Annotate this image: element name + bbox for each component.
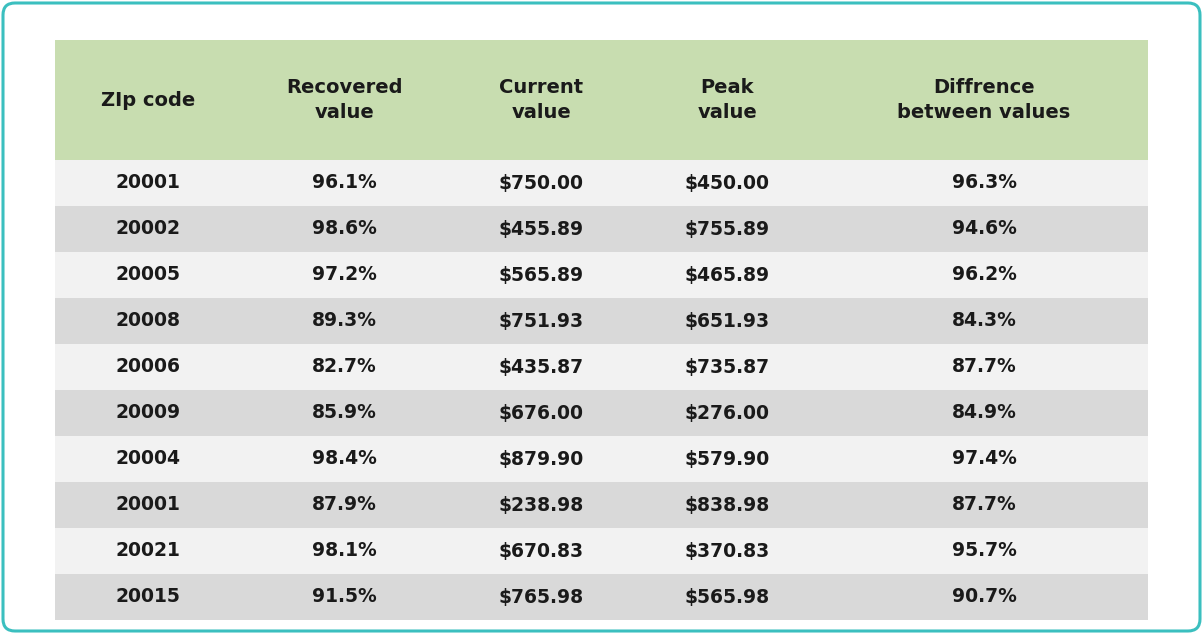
Text: 20002: 20002 <box>115 219 180 238</box>
Bar <box>55 40 1148 160</box>
Text: $755.89: $755.89 <box>685 219 770 238</box>
Text: 85.9%: 85.9% <box>313 403 377 422</box>
Text: $455.89: $455.89 <box>499 219 583 238</box>
Bar <box>55 574 1148 620</box>
Text: $670.83: $670.83 <box>499 541 583 560</box>
Text: 20006: 20006 <box>115 358 180 377</box>
Text: 20004: 20004 <box>115 450 180 469</box>
Text: Diffrence
between values: Diffrence between values <box>897 78 1071 122</box>
Text: 87.7%: 87.7% <box>952 358 1017 377</box>
Text: $765.98: $765.98 <box>499 588 583 607</box>
Text: 87.9%: 87.9% <box>313 496 377 515</box>
Text: Peak
value: Peak value <box>698 78 757 122</box>
Bar <box>55 298 1148 344</box>
Text: ZIp code: ZIp code <box>101 91 195 110</box>
Text: $450.00: $450.00 <box>685 174 770 193</box>
Text: 84.9%: 84.9% <box>952 403 1017 422</box>
Text: Recovered
value: Recovered value <box>286 78 403 122</box>
Bar <box>55 344 1148 390</box>
Bar <box>55 160 1148 206</box>
Bar <box>55 252 1148 298</box>
Text: 98.6%: 98.6% <box>313 219 377 238</box>
Text: 87.7%: 87.7% <box>952 496 1017 515</box>
Text: $276.00: $276.00 <box>685 403 770 422</box>
Text: 95.7%: 95.7% <box>952 541 1017 560</box>
Text: $879.90: $879.90 <box>499 450 583 469</box>
Text: 90.7%: 90.7% <box>952 588 1017 607</box>
Text: 96.1%: 96.1% <box>313 174 377 193</box>
Text: Current
value: Current value <box>499 78 583 122</box>
Text: 94.6%: 94.6% <box>952 219 1017 238</box>
Text: 20001: 20001 <box>115 496 180 515</box>
Text: $370.83: $370.83 <box>685 541 770 560</box>
Text: $565.98: $565.98 <box>685 588 770 607</box>
Text: $838.98: $838.98 <box>685 496 770 515</box>
Text: 97.4%: 97.4% <box>952 450 1017 469</box>
Text: $735.87: $735.87 <box>685 358 770 377</box>
Text: 89.3%: 89.3% <box>312 311 378 330</box>
Text: $750.00: $750.00 <box>499 174 583 193</box>
Text: 98.1%: 98.1% <box>313 541 377 560</box>
Text: 96.3%: 96.3% <box>952 174 1017 193</box>
Bar <box>55 436 1148 482</box>
Bar <box>55 528 1148 574</box>
Text: 20009: 20009 <box>115 403 180 422</box>
Text: 82.7%: 82.7% <box>313 358 377 377</box>
Bar <box>55 482 1148 528</box>
Text: 20001: 20001 <box>115 174 180 193</box>
Text: 91.5%: 91.5% <box>313 588 377 607</box>
Text: $465.89: $465.89 <box>685 266 770 285</box>
Text: $651.93: $651.93 <box>685 311 770 330</box>
Text: $565.89: $565.89 <box>499 266 583 285</box>
Text: 84.3%: 84.3% <box>952 311 1017 330</box>
Text: 98.4%: 98.4% <box>313 450 377 469</box>
Text: $579.90: $579.90 <box>685 450 770 469</box>
Text: 97.2%: 97.2% <box>313 266 377 285</box>
Text: 20005: 20005 <box>115 266 180 285</box>
Text: $751.93: $751.93 <box>499 311 583 330</box>
Text: 20015: 20015 <box>115 588 180 607</box>
Text: $238.98: $238.98 <box>499 496 583 515</box>
Bar <box>55 206 1148 252</box>
Text: $676.00: $676.00 <box>499 403 583 422</box>
Text: 20021: 20021 <box>115 541 180 560</box>
Text: 96.2%: 96.2% <box>952 266 1017 285</box>
Bar <box>55 390 1148 436</box>
FancyBboxPatch shape <box>2 3 1201 631</box>
Text: $435.87: $435.87 <box>499 358 583 377</box>
Text: 20008: 20008 <box>115 311 180 330</box>
